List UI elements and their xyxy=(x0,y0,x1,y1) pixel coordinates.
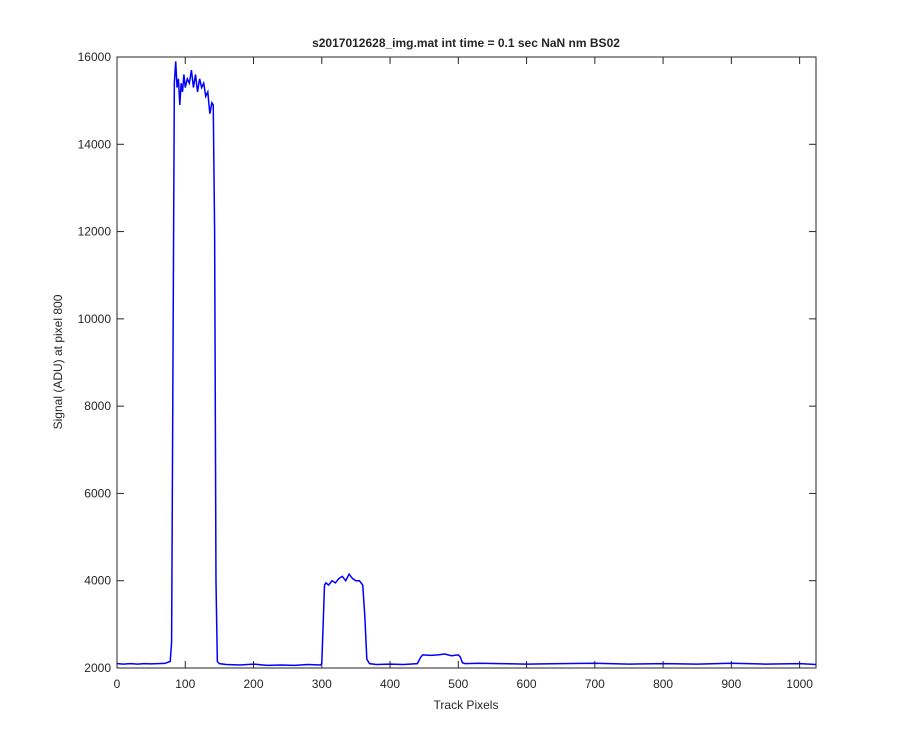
axes-box xyxy=(116,56,817,669)
x-tick-label: 100 xyxy=(175,677,195,691)
x-tick-label: 700 xyxy=(585,677,605,691)
y-tick-label: 4000 xyxy=(84,574,111,588)
y-tick-label: 8000 xyxy=(84,399,111,413)
x-axis-label: Track Pixels xyxy=(434,698,499,712)
x-tick-label: 400 xyxy=(380,677,400,691)
data-line xyxy=(116,61,817,667)
y-tick-label: 6000 xyxy=(84,486,111,500)
y-tick-label: 2000 xyxy=(84,661,111,675)
x-tick-label: 800 xyxy=(653,677,673,691)
y-tick-label: 10000 xyxy=(78,312,112,326)
y-tick-label: 14000 xyxy=(78,137,112,151)
x-tick-label: 500 xyxy=(448,677,468,691)
x-tick-label: 300 xyxy=(312,677,332,691)
x-tick-label: 200 xyxy=(244,677,264,691)
y-tick-label: 12000 xyxy=(78,225,112,239)
y-tick-label: 16000 xyxy=(78,50,112,64)
chart-title: s2017012628_img.mat int time = 0.1 sec N… xyxy=(312,36,620,50)
x-tick-label: 900 xyxy=(721,677,741,691)
y-axis-label: Signal (ADU) at pixel 800 xyxy=(51,294,65,429)
x-tick-label: 0 xyxy=(114,677,121,691)
x-tick-label: 1000 xyxy=(786,677,813,691)
x-tick-label: 600 xyxy=(517,677,537,691)
